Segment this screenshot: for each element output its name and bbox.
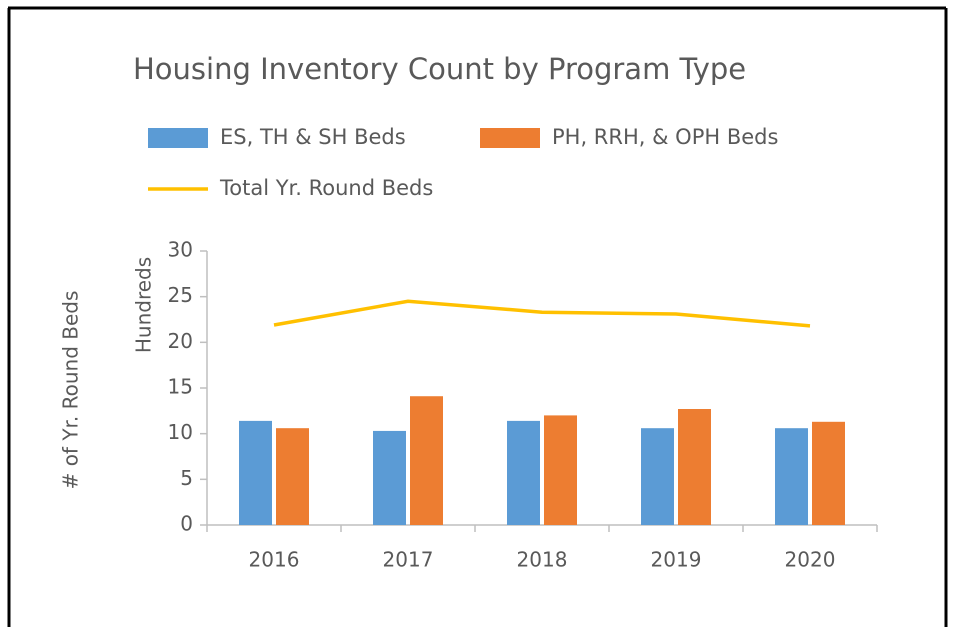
bar (507, 420, 540, 525)
x-tick-label: 2017 (383, 548, 434, 572)
legend-swatch (480, 128, 540, 148)
bar (239, 420, 272, 525)
bar (410, 396, 443, 525)
x-tick-label: 2016 (249, 548, 300, 572)
bar (544, 415, 577, 525)
bar (641, 428, 674, 525)
y-tick-label: 10 (168, 420, 193, 444)
x-tick-label: 2019 (651, 548, 702, 572)
y-tick-label: 15 (168, 375, 193, 399)
y-tick-label: 0 (180, 512, 193, 536)
legend-label: PH, RRH, & OPH Beds (552, 125, 778, 149)
bar (812, 421, 845, 525)
chart-title: Housing Inventory Count by Program Type (133, 52, 746, 86)
y-unit-label: Hundreds (132, 257, 156, 353)
x-tick-label: 2018 (517, 548, 568, 572)
legend-swatch (148, 128, 208, 148)
y-tick-label: 25 (168, 283, 193, 307)
legend-label: ES, TH & SH Beds (220, 125, 406, 149)
y-axis-label: # of Yr. Round Beds (59, 291, 83, 490)
y-tick-label: 5 (180, 466, 193, 490)
bar (678, 409, 711, 525)
legend-label: Total Yr. Round Beds (219, 176, 433, 200)
y-tick-label: 20 (168, 329, 193, 353)
bar (276, 428, 309, 525)
bar (373, 430, 406, 525)
x-tick-label: 2020 (785, 548, 836, 572)
line (273, 299, 811, 328)
y-tick-label: 30 (168, 238, 193, 262)
bar (775, 428, 808, 525)
